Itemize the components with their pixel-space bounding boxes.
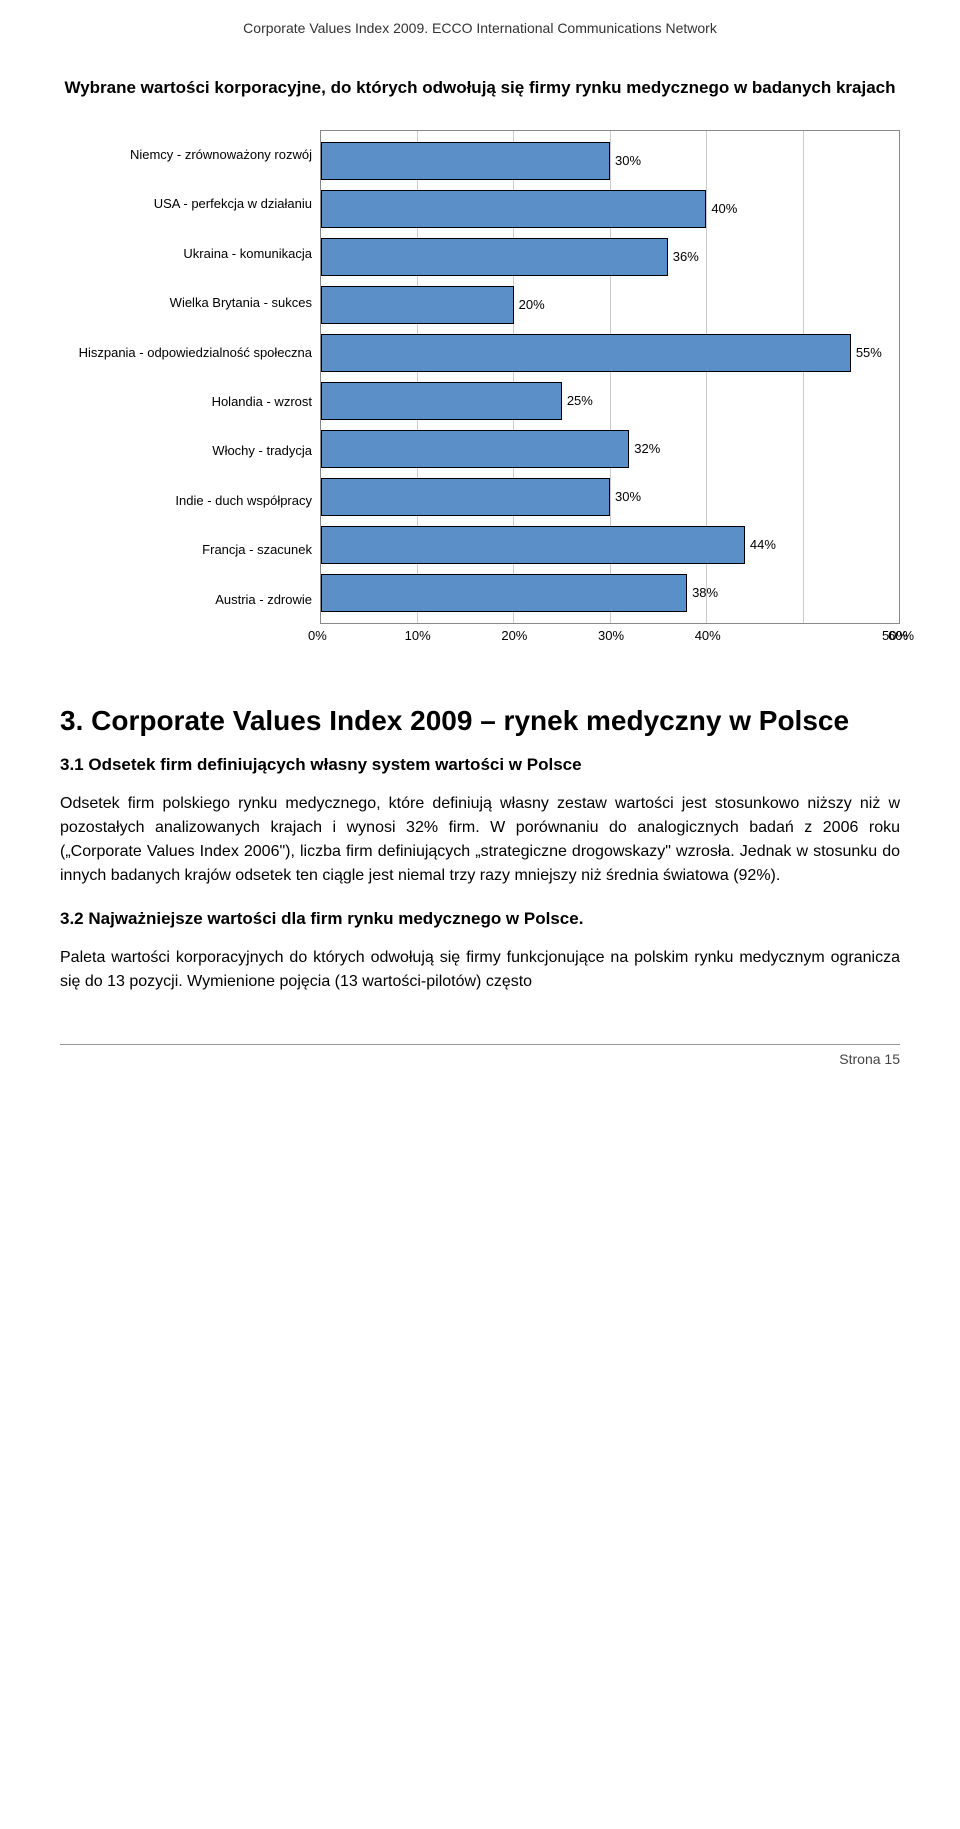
bar-row: 30% [321, 473, 899, 521]
chart-label: Francja - szacunek [60, 526, 316, 574]
x-tick: 10% [417, 628, 514, 643]
chart-plot: 30% 40% 36% 20% 55% 25% 32% 30% 44% 38% [320, 130, 900, 624]
chart-label: Niemcy - zrównoważony rozwój [60, 130, 316, 178]
paragraph-3-1: Odsetek firm polskiego rynku medycznego,… [60, 792, 900, 888]
bar-row: 25% [321, 377, 899, 425]
x-tick: 20% [513, 628, 610, 643]
chart-area: Niemcy - zrównoważony rozwójUSA - perfek… [60, 130, 900, 624]
bar-value-label: 38% [692, 585, 718, 600]
bar-row: 20% [321, 281, 899, 329]
bar-value-label: 25% [567, 393, 593, 408]
bar: 30% [321, 478, 610, 516]
page-header: Corporate Values Index 2009. ECCO Intern… [60, 20, 900, 36]
bar-row: 40% [321, 185, 899, 233]
bar: 55% [321, 334, 851, 372]
chart-container: Wybrane wartości korporacyjne, do któryc… [60, 76, 900, 643]
bar: 20% [321, 286, 514, 324]
section-heading: 3. Corporate Values Index 2009 – rynek m… [60, 703, 900, 738]
x-tick: 40% [707, 628, 804, 643]
bar-value-label: 32% [634, 441, 660, 456]
bar: 40% [321, 190, 706, 228]
bar-row: 38% [321, 569, 899, 617]
paragraph-3-2: Paleta wartości korporacyjnych do któryc… [60, 946, 900, 994]
bar: 30% [321, 142, 610, 180]
chart-x-axis: 0%10%20%30%40%50%60% [320, 628, 900, 643]
bar-row: 55% [321, 329, 899, 377]
bar: 38% [321, 574, 687, 612]
bar-value-label: 20% [519, 297, 545, 312]
subsection-3-1-heading: 3.1 Odsetek firm definiujących własny sy… [60, 754, 900, 776]
chart-label: Hiszpania - odpowiedzialność społeczna [60, 328, 316, 376]
chart-title: Wybrane wartości korporacyjne, do któryc… [60, 76, 900, 100]
x-tick: 50%60% [803, 628, 900, 643]
bar: 25% [321, 382, 562, 420]
chart-label: Indie - duch współpracy [60, 476, 316, 524]
subsection-3-2-heading: 3.2 Najważniejsze wartości dla firm rynk… [60, 908, 900, 930]
chart-y-labels: Niemcy - zrównoważony rozwójUSA - perfek… [60, 130, 320, 624]
bar-value-label: 36% [673, 249, 699, 264]
x-tick: 30% [610, 628, 707, 643]
bar: 32% [321, 430, 629, 468]
chart-label: Włochy - tradycja [60, 427, 316, 475]
page-footer: Strona 15 [60, 1044, 900, 1067]
bar-value-label: 40% [711, 201, 737, 216]
chart-label: Austria - zdrowie [60, 575, 316, 623]
bar-row: 36% [321, 233, 899, 281]
bar-value-label: 30% [615, 153, 641, 168]
chart-label: USA - perfekcja w działaniu [60, 180, 316, 228]
chart-label: Ukraina - komunikacja [60, 229, 316, 277]
x-tick: 0% [320, 628, 417, 643]
bar-row: 44% [321, 521, 899, 569]
chart-label: Wielka Brytania - sukces [60, 279, 316, 327]
bar: 36% [321, 238, 668, 276]
bar-value-label: 44% [750, 537, 776, 552]
chart-label: Holandia - wzrost [60, 377, 316, 425]
bar: 44% [321, 526, 745, 564]
bar-value-label: 55% [856, 345, 882, 360]
chart-bars: 30% 40% 36% 20% 55% 25% 32% 30% 44% 38% [321, 131, 899, 623]
page-number: Strona 15 [839, 1051, 900, 1067]
bar-row: 32% [321, 425, 899, 473]
bar-row: 30% [321, 137, 899, 185]
bar-value-label: 30% [615, 489, 641, 504]
